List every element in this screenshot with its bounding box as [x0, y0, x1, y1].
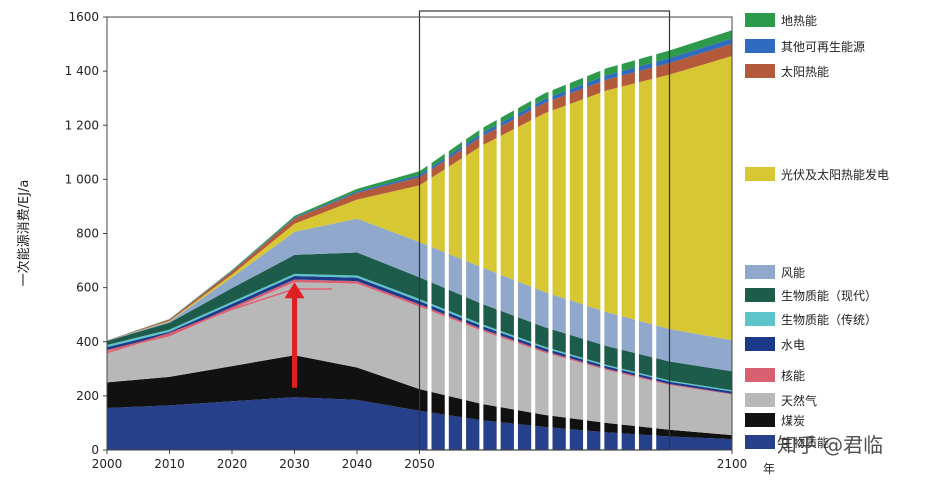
hatch-stripe — [583, 17, 588, 450]
hatch-stripe — [565, 17, 570, 450]
hatch-stripe — [479, 17, 484, 450]
x-tick-label: 2010 — [154, 457, 185, 471]
hatch-stripe — [548, 17, 553, 450]
hatch-stripe — [462, 17, 467, 450]
x-axis-label: 年 — [763, 462, 775, 476]
axes: 0 200 400 600 800 1 000 1 200 1 400 1600 2000 2010… — [65, 10, 748, 471]
plot-area — [106, 10, 732, 451]
legend-swatch — [745, 413, 775, 427]
hatch-stripe — [496, 17, 501, 450]
legend-label: 核能 — [781, 369, 805, 383]
x-tick-label: 2050 — [404, 457, 435, 471]
legend-swatch — [745, 39, 775, 53]
legend-swatch — [745, 64, 775, 78]
x-tick-label: 2000 — [92, 457, 123, 471]
x-tick-label: 2020 — [217, 457, 248, 471]
hatch-stripe — [634, 17, 639, 450]
legend-label: 生物质能 — [781, 436, 829, 450]
y-tick-label: 1 400 — [65, 64, 99, 78]
legend-label: 风能 — [781, 266, 805, 280]
legend-label: 光伏及太阳热能发电 — [781, 167, 889, 182]
legend-label: 其他可再生能源 — [781, 40, 865, 54]
hatch-stripe — [444, 17, 449, 450]
y-tick-label: 0 — [91, 443, 99, 457]
legend-swatch — [745, 368, 775, 382]
x-tick-label: 2030 — [279, 457, 310, 471]
y-tick-label: 1600 — [68, 10, 99, 24]
x-tick-label: 2040 — [342, 457, 373, 471]
x-tick-label: 2100 — [717, 457, 748, 471]
legend-swatch — [745, 337, 775, 351]
y-axis-label: 一次能源消费/EJ/a — [16, 180, 32, 287]
legend-swatch — [745, 393, 775, 407]
legend-label: 生物质能（现代） — [781, 289, 877, 303]
watermark: 知乎 @君临 — [777, 433, 883, 457]
legend-swatch — [745, 435, 775, 449]
y-tick-label: 400 — [76, 335, 99, 349]
hatch-stripe — [531, 17, 536, 450]
hatch-stripe — [427, 17, 432, 450]
y-tick-label: 200 — [76, 389, 99, 403]
legend-swatch — [745, 312, 775, 326]
legend-swatch — [745, 167, 775, 181]
hatch-stripe — [513, 17, 518, 450]
y-tick-label: 600 — [76, 281, 99, 295]
hatch-stripe — [600, 17, 605, 450]
legend-label: 煤炭 — [781, 414, 805, 428]
legend-label: 天然气 — [781, 393, 817, 408]
legend-label: 生物质能（传统） — [781, 312, 877, 327]
legend-label: 水电 — [781, 338, 805, 352]
legend-swatch — [745, 288, 775, 302]
legend-swatch — [745, 13, 775, 27]
hatch-stripe — [652, 17, 657, 450]
y-tick-label: 1 200 — [65, 118, 99, 132]
legend-swatch — [745, 265, 775, 279]
annotation-line — [106, 288, 332, 354]
legend-label: 太阳热能 — [781, 64, 829, 79]
area-series-6 — [107, 252, 732, 391]
area-series-7 — [107, 218, 732, 372]
hatch-stripe — [617, 17, 622, 450]
y-tick-label: 800 — [76, 227, 99, 241]
legend-label: 地热能 — [781, 14, 817, 28]
arrow-head — [284, 282, 305, 299]
y-tick-label: 1 000 — [65, 172, 99, 186]
